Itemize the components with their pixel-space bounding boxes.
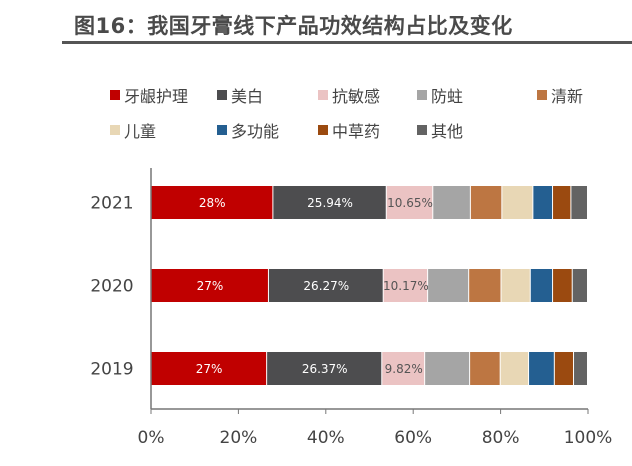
bar-segment <box>470 186 502 219</box>
bar-segment <box>533 186 553 219</box>
x-tick-label: 40% <box>307 428 345 448</box>
legend-swatch <box>217 90 227 100</box>
x-tick-label: 100% <box>564 428 613 448</box>
legend-item: 中草药 <box>318 118 380 142</box>
legend-swatch <box>537 90 547 100</box>
bar-segment <box>383 269 428 302</box>
legend-swatch <box>417 125 427 135</box>
bar-segment <box>268 269 383 302</box>
bar-segment <box>267 352 382 385</box>
figure-title: 图16：我国牙膏线下产品功效结构占比及变化 <box>74 14 513 38</box>
data-label: 26.27% <box>303 279 349 293</box>
legend-swatch <box>110 90 120 100</box>
legend-item: 牙龈护理 <box>110 83 188 107</box>
bar-segment <box>502 186 533 219</box>
category-label: 2019 <box>90 360 133 380</box>
bar-segment <box>500 352 529 385</box>
bar-segment <box>501 269 530 302</box>
x-tick-label: 0% <box>138 428 165 448</box>
legend-label: 其他 <box>431 122 464 141</box>
bar-segment <box>553 186 571 219</box>
data-label: 28% <box>199 196 226 210</box>
data-label: 26.37% <box>302 362 348 376</box>
bar-segment <box>273 186 386 219</box>
bar-segment <box>425 352 470 385</box>
legend-item: 其他 <box>417 118 463 142</box>
bar-segment <box>571 186 587 219</box>
bar-segment <box>554 352 574 385</box>
data-label: 9.82% <box>385 362 423 376</box>
bar-segment <box>151 186 273 219</box>
data-label: 10.65% <box>387 196 433 210</box>
data-label: 10.17% <box>383 279 429 293</box>
legend-swatch <box>318 125 328 135</box>
legend-item: 抗敏感 <box>318 83 380 107</box>
legend-label: 牙龈护理 <box>124 87 189 106</box>
legend-item: 多功能 <box>217 118 279 142</box>
data-label: 27% <box>196 362 223 376</box>
legend-swatch <box>110 125 120 135</box>
legend-swatch <box>217 125 227 135</box>
legend-item: 儿童 <box>110 118 156 142</box>
bar-segment <box>382 352 425 385</box>
legend-item: 清新 <box>537 83 583 107</box>
bar-segment <box>572 269 587 302</box>
legend-label: 儿童 <box>124 122 157 141</box>
legend-label: 多功能 <box>231 122 280 141</box>
bar-segment <box>469 269 501 302</box>
legend-label: 抗敏感 <box>332 87 381 106</box>
x-tick-label: 80% <box>482 428 520 448</box>
category-label: 2020 <box>90 277 133 297</box>
bar-segment <box>470 352 500 385</box>
data-label: 25.94% <box>307 196 353 210</box>
bar-segment <box>553 269 572 302</box>
bar-segment <box>574 352 587 385</box>
title-divider <box>62 41 632 44</box>
legend-label: 防蛀 <box>431 87 464 106</box>
x-tick-label: 60% <box>394 428 432 448</box>
bar-segment <box>151 352 267 385</box>
legend-item: 防蛀 <box>417 83 463 107</box>
bar-segment <box>151 269 268 302</box>
legend-item: 美白 <box>217 83 263 107</box>
category-label: 2021 <box>90 194 133 214</box>
bar-segment <box>433 186 470 219</box>
legend-label: 中草药 <box>332 122 381 141</box>
legend-label: 清新 <box>551 87 584 106</box>
bar-segment <box>386 186 433 219</box>
bar-segment <box>428 269 469 302</box>
x-tick-label: 20% <box>220 428 258 448</box>
legend-label: 美白 <box>231 87 264 106</box>
legend-swatch <box>318 90 328 100</box>
data-label: 27% <box>197 279 224 293</box>
bar-segment <box>530 269 553 302</box>
bar-segment <box>529 352 554 385</box>
legend-swatch <box>417 90 427 100</box>
